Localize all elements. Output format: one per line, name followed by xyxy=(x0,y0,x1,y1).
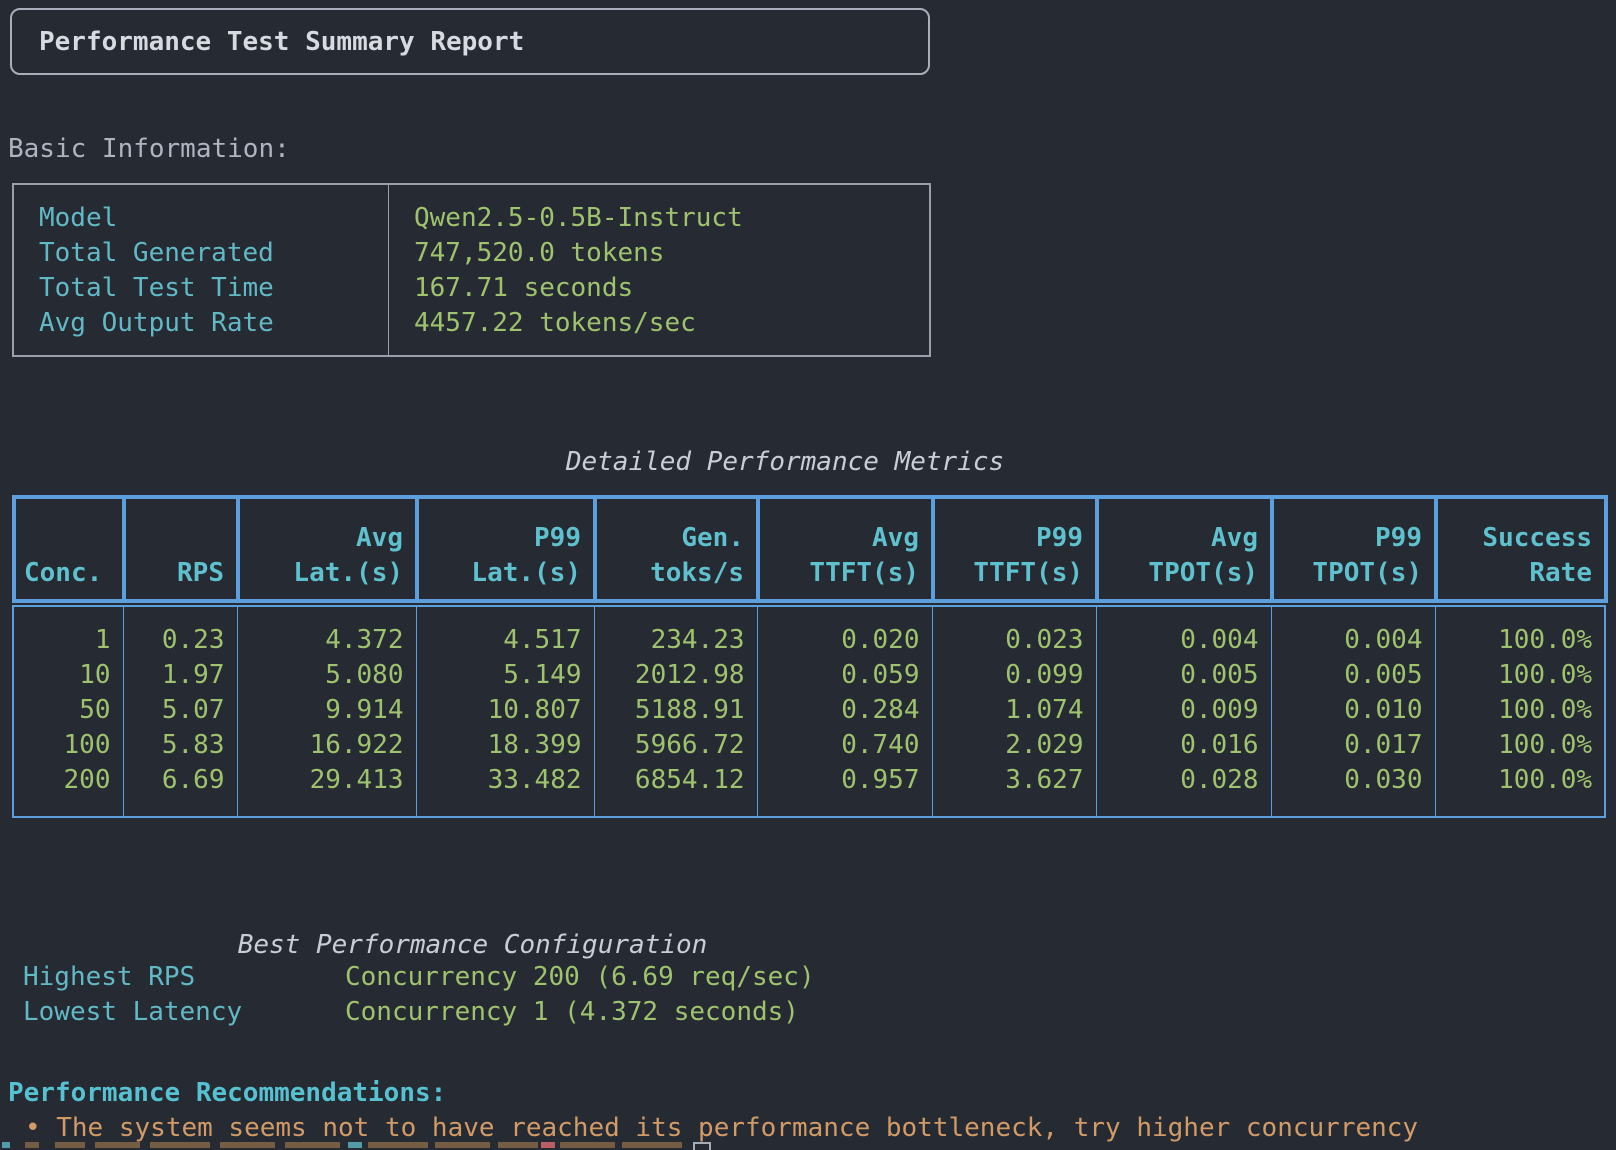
list-item: • The system seems not to have reached it… xyxy=(25,1111,1418,1146)
metric-cell: 0.028 xyxy=(1096,763,1271,817)
metric-cell: 5.07 xyxy=(123,693,237,728)
metric-cell: 2.029 xyxy=(932,728,1096,763)
metric-cell: 29.413 xyxy=(237,763,416,817)
table-row: 10 1.97 5.080 5.149 2012.98 0.059 0.099 … xyxy=(13,658,1605,693)
metric-cell: 0.004 xyxy=(1096,606,1271,658)
metric-cell: 0.010 xyxy=(1271,693,1435,728)
basic-info-labels-column: Model Total Generated Total Test Time Av… xyxy=(14,185,389,355)
basic-information-heading: Basic Information: xyxy=(8,134,290,164)
metrics-table-title: Detailed Performance Metrics xyxy=(0,447,1570,477)
info-label-total-generated: Total Generated xyxy=(39,236,388,271)
col-header-gen-toks: Gen.toks/s xyxy=(595,497,758,601)
col-header-avg-tpot: AvgTPOT(s) xyxy=(1097,497,1272,601)
metric-cell: 33.482 xyxy=(416,763,594,817)
metric-cell: 4.517 xyxy=(416,606,594,658)
basic-information-panel: Model Total Generated Total Test Time Av… xyxy=(12,183,931,357)
metric-cell: 0.030 xyxy=(1271,763,1435,817)
info-label-model: Model xyxy=(39,201,388,236)
metric-cell: 0.005 xyxy=(1096,658,1271,693)
table-row: 1 0.23 4.372 4.517 234.23 0.020 0.023 0.… xyxy=(13,606,1605,658)
metric-cell: 1.97 xyxy=(123,658,237,693)
info-value-model: Qwen2.5-0.5B-Instruct xyxy=(414,201,929,236)
metric-cell: 0.020 xyxy=(757,606,932,658)
recommendation-text: The system seems not to have reached its… xyxy=(56,1113,1418,1143)
info-label-total-test-time: Total Test Time xyxy=(39,271,388,306)
metric-cell: 100 xyxy=(13,728,123,763)
metric-cell: 0.059 xyxy=(757,658,932,693)
report-title: Performance Test Summary Report xyxy=(12,27,524,57)
metric-cell: 100.0% xyxy=(1435,606,1605,658)
metric-cell: 3.627 xyxy=(932,763,1096,817)
metric-cell: 0.016 xyxy=(1096,728,1271,763)
metric-cell: 5188.91 xyxy=(594,693,757,728)
metric-cell: 9.914 xyxy=(237,693,416,728)
metric-cell: 5966.72 xyxy=(594,728,757,763)
recommendations-section: Performance Recommendations: • The system… xyxy=(8,1076,1418,1146)
metric-cell: 0.005 xyxy=(1271,658,1435,693)
metrics-header-row: Conc. RPS AvgLat.(s) P99Lat.(s) Gen.toks… xyxy=(14,497,1606,601)
metric-cell: 1.074 xyxy=(932,693,1096,728)
col-header-rps: RPS xyxy=(124,497,238,601)
metric-cell: 5.080 xyxy=(237,658,416,693)
metric-cell: 0.099 xyxy=(932,658,1096,693)
col-header-avg-ttft: AvgTTFT(s) xyxy=(758,497,933,601)
metric-cell: 10 xyxy=(13,658,123,693)
metric-cell: 234.23 xyxy=(594,606,757,658)
metric-cell: 0.957 xyxy=(757,763,932,817)
metric-cell: 10.807 xyxy=(416,693,594,728)
col-header-conc: Conc. xyxy=(14,497,124,601)
metrics-body-table: 1 0.23 4.372 4.517 234.23 0.020 0.023 0.… xyxy=(12,605,1606,818)
bullet-icon: • xyxy=(25,1113,41,1143)
best-performance-section: Best Performance Configuration Highest R… xyxy=(0,930,945,1030)
best-label-highest-rps: Highest RPS xyxy=(23,960,345,995)
info-value-total-generated: 747,520.0 tokens xyxy=(414,236,929,271)
table-row: 200 6.69 29.413 33.482 6854.12 0.957 3.6… xyxy=(13,763,1605,817)
metric-cell: 18.399 xyxy=(416,728,594,763)
info-value-avg-output-rate: 4457.22 tokens/sec xyxy=(414,306,929,341)
report-title-panel: Performance Test Summary Report xyxy=(10,8,930,75)
metrics-header-table: Conc. RPS AvgLat.(s) P99Lat.(s) Gen.toks… xyxy=(12,495,1608,603)
metric-cell: 100.0% xyxy=(1435,658,1605,693)
best-value-lowest-latency: Concurrency 1 (4.372 seconds) xyxy=(345,995,799,1030)
metric-cell: 2012.98 xyxy=(594,658,757,693)
metric-cell: 0.004 xyxy=(1271,606,1435,658)
metric-cell: 100.0% xyxy=(1435,763,1605,817)
list-item: Highest RPS Concurrency 200 (6.69 req/se… xyxy=(0,960,945,995)
metric-cell: 100.0% xyxy=(1435,728,1605,763)
metric-cell: 6854.12 xyxy=(594,763,757,817)
metric-cell: 16.922 xyxy=(237,728,416,763)
col-header-avg-lat: AvgLat.(s) xyxy=(238,497,417,601)
best-performance-title: Best Performance Configuration xyxy=(0,930,945,960)
metric-cell: 0.23 xyxy=(123,606,237,658)
col-header-success-rate: SuccessRate xyxy=(1436,497,1606,601)
metric-cell: 0.740 xyxy=(757,728,932,763)
metric-cell: 0.284 xyxy=(757,693,932,728)
metric-cell: 0.017 xyxy=(1271,728,1435,763)
recommendations-heading: Performance Recommendations: xyxy=(8,1076,1418,1111)
metric-cell: 4.372 xyxy=(237,606,416,658)
col-header-p99-ttft: P99TTFT(s) xyxy=(933,497,1097,601)
metric-cell: 5.83 xyxy=(123,728,237,763)
col-header-p99-lat: P99Lat.(s) xyxy=(417,497,595,601)
terminal-screen: { "title_panel": { "title": "Performance… xyxy=(0,0,1616,1148)
metric-cell: 0.009 xyxy=(1096,693,1271,728)
table-row: 100 5.83 16.922 18.399 5966.72 0.740 2.0… xyxy=(13,728,1605,763)
list-item: Lowest Latency Concurrency 1 (4.372 seco… xyxy=(0,995,945,1030)
metric-cell: 100.0% xyxy=(1435,693,1605,728)
clipped-next-line xyxy=(0,1142,1616,1148)
metric-cell: 6.69 xyxy=(123,763,237,817)
metric-cell: 5.149 xyxy=(416,658,594,693)
metric-cell: 50 xyxy=(13,693,123,728)
basic-info-values-column: Qwen2.5-0.5B-Instruct 747,520.0 tokens 1… xyxy=(389,185,929,355)
metrics-table: Conc. RPS AvgLat.(s) P99Lat.(s) Gen.toks… xyxy=(12,495,1606,818)
col-header-p99-tpot: P99TPOT(s) xyxy=(1272,497,1436,601)
metric-cell: 200 xyxy=(13,763,123,817)
table-row: 50 5.07 9.914 10.807 5188.91 0.284 1.074… xyxy=(13,693,1605,728)
metric-cell: 1 xyxy=(13,606,123,658)
best-value-highest-rps: Concurrency 200 (6.69 req/sec) xyxy=(345,960,815,995)
metric-cell: 0.023 xyxy=(932,606,1096,658)
info-label-avg-output-rate: Avg Output Rate xyxy=(39,306,388,341)
info-value-total-test-time: 167.71 seconds xyxy=(414,271,929,306)
best-label-lowest-latency: Lowest Latency xyxy=(23,995,345,1030)
